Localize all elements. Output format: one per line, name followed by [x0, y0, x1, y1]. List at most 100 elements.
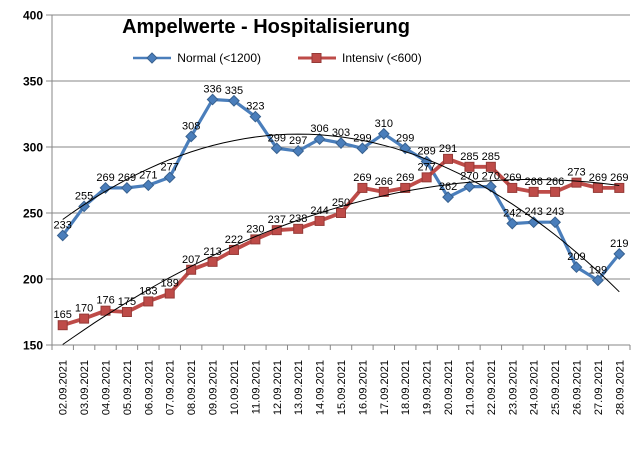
trendline-intensiv — [62, 179, 620, 345]
marker-square — [400, 182, 411, 193]
data-point-label: 266 — [375, 176, 393, 188]
data-point-label: 336 — [203, 83, 221, 95]
marker-square — [314, 215, 325, 226]
marker-diamond — [570, 261, 583, 274]
marker-square — [357, 182, 368, 193]
marker-diamond — [613, 248, 626, 260]
marker-diamond — [206, 93, 219, 106]
data-point-label: 183 — [139, 285, 157, 297]
legend-label-normal: Normal (<1200) — [177, 51, 261, 65]
x-tick-label: 15.09.2021 — [336, 360, 348, 415]
data-point-label: 233 — [54, 219, 72, 231]
marker-square — [250, 234, 261, 245]
marker-diamond — [142, 179, 155, 192]
data-point-label: 291 — [439, 143, 457, 155]
data-point-label: 270 — [482, 171, 500, 183]
x-tick-label: 10.09.2021 — [229, 360, 241, 415]
marker-diamond — [377, 127, 390, 140]
data-point-label: 213 — [203, 246, 221, 258]
marker-diamond — [313, 133, 326, 145]
marker-square — [164, 288, 175, 299]
marker-diamond — [506, 217, 519, 230]
data-point-label: 306 — [310, 123, 328, 135]
data-point-label: 269 — [589, 172, 607, 184]
x-tick-label: 25.09.2021 — [550, 360, 562, 415]
x-tick-label: 19.09.2021 — [422, 360, 434, 415]
y-tick-label: 250 — [23, 207, 43, 221]
marker-diamond — [121, 182, 133, 194]
data-point-label: 238 — [289, 213, 307, 225]
y-tick-label: 350 — [23, 75, 43, 89]
marker-square — [186, 264, 197, 275]
x-tick-label: 23.09.2021 — [507, 360, 519, 415]
marker-diamond — [549, 216, 561, 229]
x-tick-label: 20.09.2021 — [443, 360, 455, 415]
marker-square — [571, 177, 582, 188]
x-tick-label: 18.09.2021 — [400, 360, 412, 415]
x-tick-label: 09.09.2021 — [208, 360, 220, 415]
data-point-label: 299 — [396, 132, 414, 144]
marker-diamond — [228, 94, 240, 107]
data-point-label: 222 — [225, 234, 243, 246]
legend-intensiv-line-square-icon — [297, 53, 336, 63]
y-tick-label: 300 — [23, 141, 43, 155]
marker-square — [528, 186, 539, 197]
marker-diamond — [463, 180, 476, 193]
marker-square — [592, 182, 603, 193]
data-point-label: 310 — [375, 118, 393, 130]
data-point-label: 170 — [75, 303, 93, 315]
legend: Normal (<1200) Intensiv (<600) — [0, 49, 554, 67]
data-point-label: 165 — [54, 309, 72, 321]
data-point-label: 207 — [182, 254, 200, 266]
data-point-label: 269 — [96, 172, 114, 184]
marker-square — [550, 186, 561, 197]
marker-square — [121, 307, 132, 317]
data-point-label: 230 — [246, 223, 264, 235]
legend-item-intensiv: Intensiv (<600) — [297, 51, 422, 65]
x-tick-label: 04.09.2021 — [101, 360, 113, 415]
marker-square — [507, 182, 518, 193]
data-point-label: 285 — [460, 151, 478, 163]
marker-diamond — [292, 145, 305, 157]
chart-title: Ampelwerte - Hospitalisierung — [122, 16, 410, 38]
marker-diamond — [420, 155, 433, 168]
data-point-label: 219 — [610, 238, 628, 250]
x-tick-label: 22.09.2021 — [486, 360, 498, 415]
x-tick-label: 08.09.2021 — [186, 360, 198, 415]
data-point-label: 250 — [332, 197, 350, 209]
marker-diamond — [356, 142, 369, 155]
marker-diamond — [249, 110, 262, 123]
x-tick-label: 07.09.2021 — [165, 360, 177, 415]
marker-square — [57, 320, 68, 331]
marker-square — [485, 161, 496, 172]
data-point-label: 176 — [96, 295, 114, 307]
data-point-label: 269 — [396, 172, 414, 184]
data-point-label: 270 — [460, 171, 478, 183]
data-point-label: 297 — [289, 135, 307, 147]
marker-diamond — [185, 130, 198, 143]
data-point-label: 285 — [482, 151, 500, 163]
data-point-label: 299 — [353, 132, 371, 144]
marker-square — [378, 186, 389, 197]
x-tick-label: 28.09.2021 — [614, 360, 626, 415]
x-tick-label: 16.09.2021 — [357, 360, 369, 415]
marker-square — [207, 256, 218, 267]
legend-normal-line-diamond-icon — [133, 52, 172, 64]
marker-square — [464, 161, 475, 172]
marker-diamond — [591, 274, 604, 287]
x-tick-label: 11.09.2021 — [250, 360, 262, 414]
legend-label-intensiv: Intensiv (<600) — [341, 51, 422, 65]
data-point-label: 266 — [524, 176, 542, 188]
marker-square — [443, 153, 454, 164]
data-point-label: 237 — [268, 214, 286, 226]
marker-square — [336, 208, 346, 218]
marker-diamond — [163, 171, 176, 184]
y-tick-label: 200 — [23, 273, 43, 287]
data-point-label: 323 — [246, 101, 264, 113]
x-tick-label: 06.09.2021 — [143, 360, 155, 415]
marker-diamond — [78, 200, 91, 213]
marker-diamond — [399, 142, 412, 155]
data-point-label: 289 — [417, 146, 435, 158]
